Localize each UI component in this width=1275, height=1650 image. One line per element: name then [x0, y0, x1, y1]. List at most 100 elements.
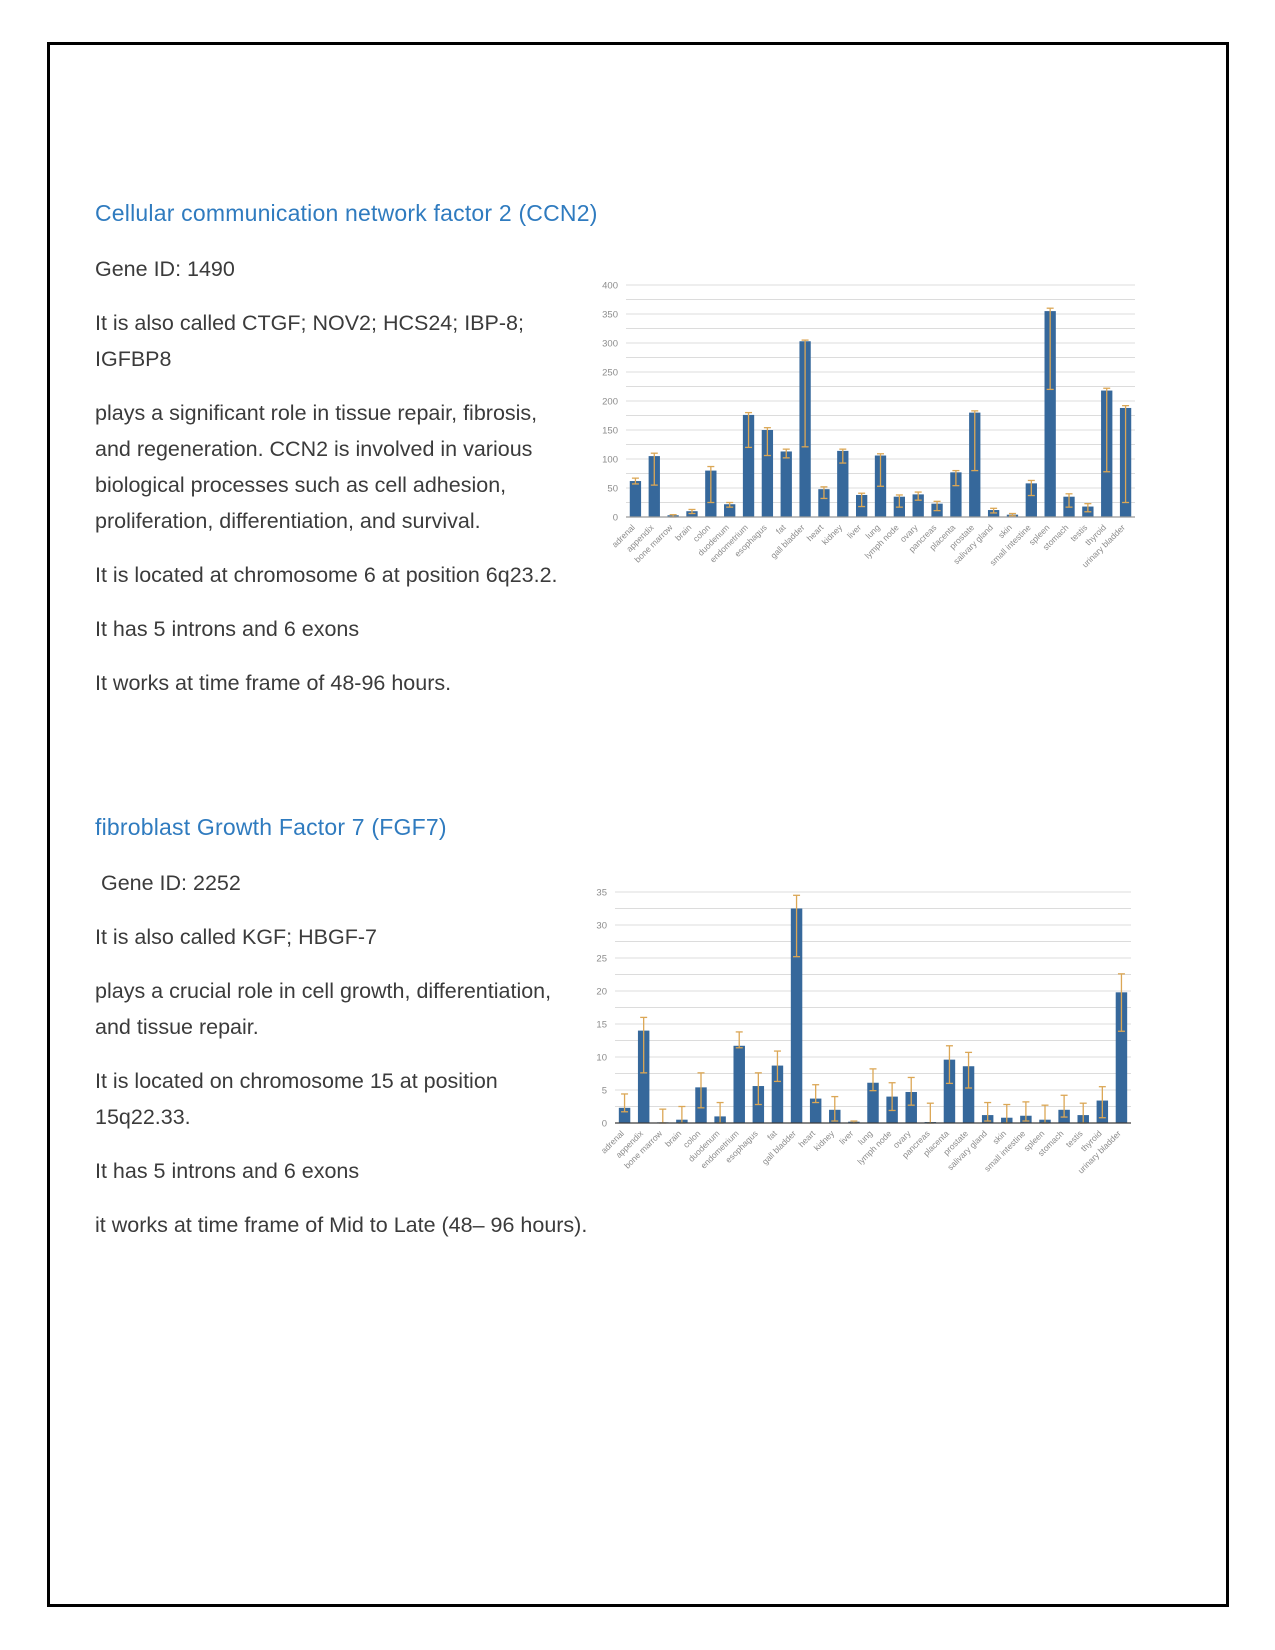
y-tick-label: 15 — [596, 1020, 607, 1031]
fgf7-timeframe: it works at time frame of Mid to Late (4… — [95, 1213, 588, 1237]
bar-adrenal — [618, 1107, 631, 1123]
error-bar-small intestine — [1022, 1101, 1030, 1122]
page-content: Cellular communication network factor 2 … — [95, 200, 1141, 1261]
error-bar-endometrium — [735, 1031, 743, 1049]
bar-urinary bladder — [1115, 992, 1128, 1123]
error-bar-duodenum — [726, 501, 734, 508]
y-tick-label: 50 — [607, 484, 618, 495]
bar-adrenal — [629, 481, 642, 517]
bar-placenta — [943, 1059, 956, 1123]
error-bar-fat — [773, 1050, 781, 1083]
error-bar-colon — [707, 465, 715, 504]
ccn2-location: It is located at chromosome 6 at positio… — [95, 563, 558, 587]
bar-fat — [771, 1065, 784, 1123]
bar-placenta — [950, 472, 962, 517]
bar-ovary — [905, 1091, 917, 1123]
bar-prostate — [962, 1066, 975, 1123]
x-tick-label: brain — [663, 1128, 684, 1149]
error-bar-prostate — [965, 1051, 973, 1089]
error-bar-prostate — [971, 410, 979, 472]
bar-kidney — [837, 450, 849, 517]
ccn2-gene-id: Gene ID: 1490 — [95, 257, 235, 281]
bar-duodenum — [724, 504, 736, 517]
bar-spleen — [1044, 311, 1056, 517]
bar-small intestine — [1025, 483, 1037, 517]
bar-lung — [867, 1082, 879, 1123]
error-bar-gall bladder — [793, 894, 801, 958]
error-bar-salivary gland — [984, 1101, 992, 1122]
error-bar-placenta — [952, 469, 960, 487]
bar-heart — [818, 489, 830, 517]
error-bar-lung — [869, 1068, 877, 1092]
fgf7-introns-exons: It has 5 introns and 6 exons — [95, 1159, 360, 1183]
y-tick-label: 10 — [596, 1053, 607, 1064]
error-bar-small intestine — [1027, 479, 1035, 497]
x-tick-label: fat — [765, 1128, 779, 1142]
section-title-ccn2: Cellular communication network factor 2 … — [95, 200, 598, 226]
error-bar-endometrium — [745, 411, 753, 449]
ccn2-introns-exons: It has 5 introns and 6 exons — [95, 617, 360, 641]
y-tick-label: 200 — [602, 397, 618, 408]
error-bar-ovary — [907, 1076, 915, 1106]
error-bar-placenta — [945, 1045, 953, 1085]
error-bar-lung — [877, 453, 884, 487]
ccn2-function: plays a significant role in tissue repai… — [95, 401, 544, 533]
x-tick-label: fat — [774, 522, 788, 536]
error-bar-kidney — [839, 448, 847, 464]
error-bar-bone marrow — [659, 1108, 667, 1124]
fgf7-aliases: It is also called KGF; HBGF-7 — [95, 925, 377, 949]
error-bar-urinary bladder — [1122, 404, 1130, 504]
page-border — [47, 42, 1229, 1607]
ccn2-expression-chart: 0 50 100 150 200 250 300 350 400 adrenal appendix b… — [586, 271, 1141, 571]
bar-heart — [809, 1098, 822, 1123]
error-bar-adrenal — [621, 1093, 629, 1113]
error-bar-testis — [1084, 503, 1092, 513]
x-tick-label: liver — [837, 1128, 855, 1146]
error-bar-stomach — [1060, 1094, 1068, 1118]
error-bar-brain — [688, 508, 696, 515]
y-tick-label: 400 — [602, 281, 618, 292]
y-tick-label: 350 — [602, 310, 618, 321]
section-ccn2: Cellular communication network factor 2 … — [95, 200, 1141, 719]
ccn2-tissue-expression-svg: 050100150200250300350400adrenalappendixb… — [602, 281, 1135, 570]
fgf7-function: plays a crucial role in cell growth, dif… — [95, 979, 558, 1039]
ccn2-aliases: It is also called CTGF; NOV2; HCS24; IBP… — [95, 311, 530, 371]
error-bar-colon — [697, 1072, 705, 1109]
bar-appendix — [637, 1030, 650, 1123]
bar-ovary — [912, 494, 924, 517]
x-tick-label: kidney — [812, 1128, 837, 1153]
error-bar-appendix — [650, 452, 658, 486]
y-tick-label: 100 — [602, 455, 618, 466]
y-tick-label: 20 — [596, 987, 607, 998]
x-tick-label: brain — [673, 522, 694, 543]
bar-appendix — [648, 456, 660, 517]
fgf7-gene-id: Gene ID: 2252 — [95, 871, 241, 895]
section-title-fgf7: fibroblast Growth Factor 7 (FGF7) — [95, 814, 447, 840]
ccn2-timeframe: It works at time frame of 48-96 hours. — [95, 671, 452, 695]
error-bar-heart — [812, 1084, 820, 1104]
y-tick-label: 35 — [596, 888, 607, 899]
error-bar-stomach — [1065, 493, 1073, 508]
error-bar-thyroid — [1103, 387, 1111, 473]
fgf7-expression-chart: 0 5 10 15 20 25 30 35 adrenal appendix bone marrow… — [581, 840, 1141, 1185]
bar-gall bladder — [790, 908, 803, 1123]
y-tick-label: 0 — [602, 1119, 607, 1130]
bar-endometrium — [733, 1045, 745, 1123]
error-bar-esophagus — [763, 427, 771, 457]
error-bar-lymph node — [888, 1082, 896, 1112]
error-bar-appendix — [640, 1016, 648, 1074]
error-bar-liver — [858, 492, 866, 508]
error-bar-ovary — [914, 491, 922, 501]
error-bar-fat — [782, 448, 790, 459]
error-bar-spleen — [1046, 307, 1054, 391]
bar-endometrium — [742, 414, 755, 517]
error-bar-kidney — [831, 1095, 839, 1122]
y-tick-label: 250 — [602, 368, 618, 379]
error-bar-salivary gland — [990, 507, 998, 514]
error-bar-pancreas — [933, 500, 941, 512]
error-bar-lymph node — [895, 494, 903, 508]
error-bar-adrenal — [631, 477, 639, 485]
x-tick-label: liver — [845, 522, 863, 540]
